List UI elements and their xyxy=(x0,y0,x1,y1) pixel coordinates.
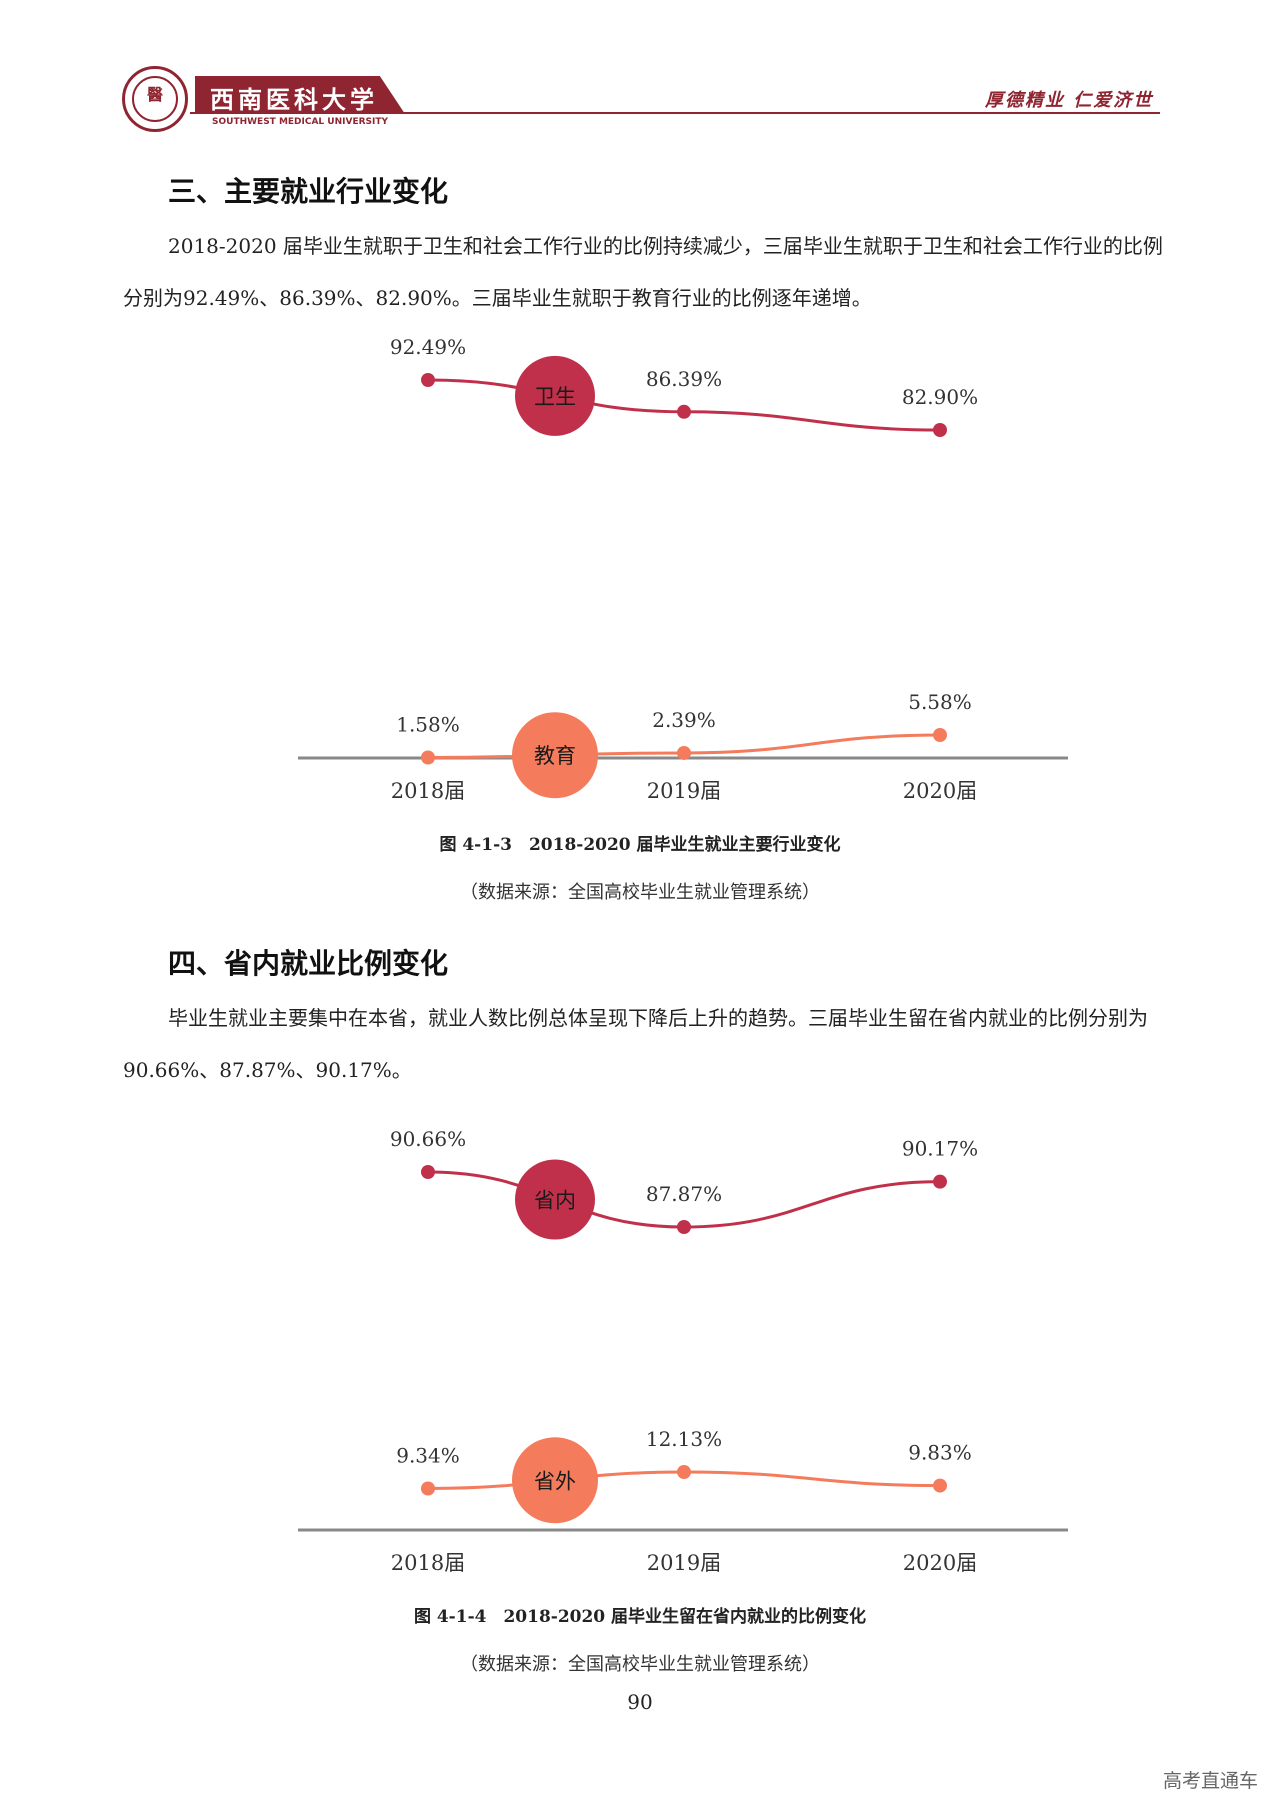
fig4-data-label: 87.87% xyxy=(646,1182,722,1206)
header-banner xyxy=(195,76,405,114)
fig4-data-label: 9.34% xyxy=(396,1444,460,1468)
fig4-category-label: 2018届 xyxy=(391,1551,465,1575)
fig4-series-name-1: 省外 xyxy=(534,1469,576,1493)
figure-4-1-4-caption: 图 4-1-4 2018-2020 届毕业生留在省内就业的比例变化 xyxy=(413,1607,867,1627)
section4-heading: 四、省内就业比例变化 xyxy=(168,947,449,980)
figure-4-1-3-source: （数据来源：全国高校毕业生就业管理系统） xyxy=(460,882,820,903)
fig4-data-point xyxy=(421,1481,435,1496)
watermark: 高考直通车 xyxy=(1162,1770,1258,1792)
fig3-category-label: 2019届 xyxy=(647,779,721,803)
fig3-data-label: 2.39% xyxy=(652,708,716,732)
fig3-data-point xyxy=(933,728,947,742)
fig4-data-label: 9.83% xyxy=(908,1441,972,1465)
fig3-data-label: 82.90% xyxy=(902,385,978,409)
section4-paragraph: 毕业生就业主要集中在本省，就业人数比例总体呈现下降后上升的趋势。三届毕业生留在省… xyxy=(123,1006,1148,1082)
fig4-series-bubble-1 xyxy=(512,1437,598,1524)
fig4-data-label: 12.13% xyxy=(646,1427,722,1451)
figure-4-1-3-caption: 图 4-1-3 2018-2020 届毕业生就业主要行业变化 xyxy=(439,835,841,855)
university-seal-logo: 醫 xyxy=(122,66,188,132)
fig3-data-label: 92.49% xyxy=(390,335,466,359)
fig3-data-label: 5.58% xyxy=(908,690,972,714)
fig4-data-point xyxy=(677,1465,691,1479)
fig3-series-bubble-0 xyxy=(515,355,595,436)
fig4-category-label: 2019届 xyxy=(647,1551,721,1575)
figure-4-1-4-source: （数据来源：全国高校毕业生就业管理系统） xyxy=(460,1654,820,1675)
fig3-data-point xyxy=(677,404,691,419)
fig4-data-point xyxy=(421,1165,435,1179)
fig4-data-point xyxy=(933,1174,947,1189)
header-rule xyxy=(190,112,1160,114)
university-motto: 厚德精业 仁爱济世 xyxy=(985,90,1154,111)
section3-paragraph: 2018-2020 届毕业生就职于卫生和社会工作行业的比例持续减少，三届毕业生就… xyxy=(123,234,1163,310)
seal-emblem-icon: 醫 xyxy=(146,85,163,104)
section3-heading: 三、主要就业行业变化 xyxy=(168,175,449,208)
fig3-series-name-0: 卫生 xyxy=(534,385,576,409)
fig3-series-bubble-1 xyxy=(512,712,598,799)
fig4-data-point xyxy=(677,1220,691,1234)
university-name: 西南医科大学 xyxy=(210,86,378,114)
fig3-data-point xyxy=(421,373,435,387)
fig3-data-label: 1.58% xyxy=(396,713,460,737)
fig3-category-label: 2020届 xyxy=(903,779,977,803)
fig3-series-name-1: 教育 xyxy=(534,744,576,768)
page-number: 90 xyxy=(627,1690,653,1714)
fig3-data-point xyxy=(421,750,435,765)
fig3-data-point xyxy=(933,423,947,437)
fig4-data-point xyxy=(933,1478,947,1493)
fig4-data-label: 90.66% xyxy=(390,1127,466,1151)
fig4-series-name-0: 省内 xyxy=(534,1189,576,1213)
fig4-data-label: 90.17% xyxy=(902,1137,978,1161)
fig3-data-point xyxy=(677,745,691,760)
fig3-category-label: 2018届 xyxy=(391,779,465,803)
fig4-category-label: 2020届 xyxy=(903,1551,977,1575)
fig4-series-bubble-0 xyxy=(515,1159,595,1240)
fig3-data-label: 86.39% xyxy=(646,367,722,391)
university-name-en: SOUTHWEST MEDICAL UNIVERSITY xyxy=(212,117,389,127)
